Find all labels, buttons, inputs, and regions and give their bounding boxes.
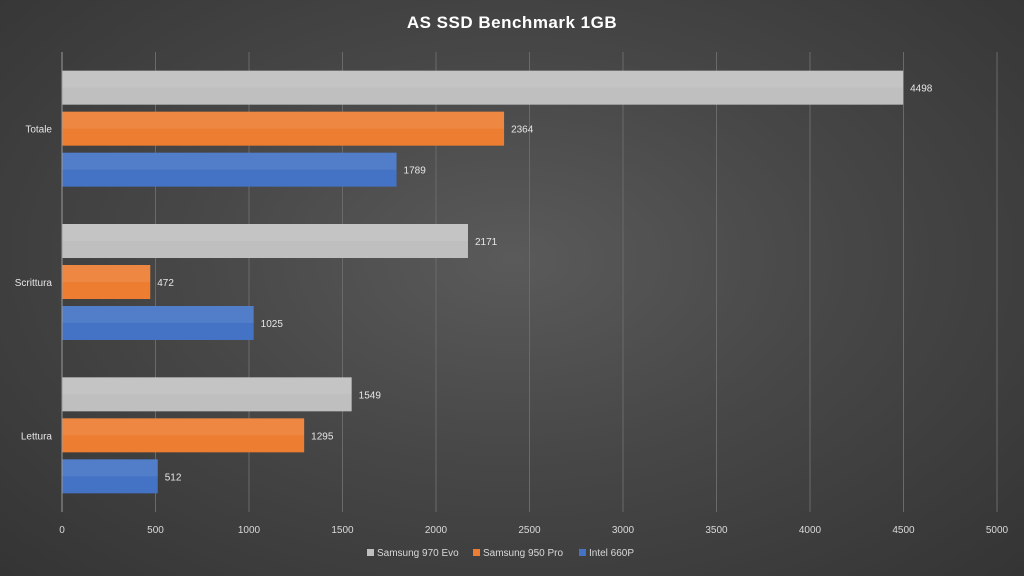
x-tick-label: 1000 xyxy=(238,525,261,536)
bar xyxy=(62,152,397,187)
bar-highlight xyxy=(62,377,352,395)
x-tick-label: 1500 xyxy=(331,525,354,536)
x-tick-label: 2500 xyxy=(518,525,541,536)
chart-title: AS SSD Benchmark 1GB xyxy=(407,13,617,32)
category-label: Lettura xyxy=(21,431,53,442)
data-label: 2171 xyxy=(475,237,498,248)
x-tick-label: 3000 xyxy=(612,525,635,536)
legend-swatch xyxy=(367,549,374,556)
bar-highlight xyxy=(62,111,505,129)
data-label: 1025 xyxy=(261,319,284,330)
bars xyxy=(62,70,904,494)
bar-highlight xyxy=(62,70,904,88)
legend-label: Samsung 970 Evo xyxy=(377,548,459,559)
data-label: 4498 xyxy=(910,84,933,95)
data-label: 512 xyxy=(165,472,182,483)
bar xyxy=(62,459,158,494)
bar xyxy=(62,377,352,412)
bar-highlight xyxy=(62,152,397,170)
bar xyxy=(62,306,254,340)
data-label: 472 xyxy=(157,278,174,289)
bar xyxy=(62,111,505,146)
legend-label: Samsung 950 Pro xyxy=(483,548,563,559)
bar-highlight xyxy=(62,459,158,477)
data-label: 1789 xyxy=(404,166,427,177)
legend-label: Intel 660P xyxy=(589,548,634,559)
x-tick-label: 4500 xyxy=(892,525,915,536)
bar xyxy=(62,418,305,453)
x-tick-label: 4000 xyxy=(799,525,822,536)
legend: Samsung 970 Evo Samsung 950 Pro Intel 660P xyxy=(367,548,634,559)
bar-highlight xyxy=(62,224,468,241)
data-label: 1295 xyxy=(311,431,334,442)
x-tick-label: 500 xyxy=(147,525,164,536)
x-tick-label: 3500 xyxy=(705,525,728,536)
bar xyxy=(62,224,468,258)
x-tick-label: 5000 xyxy=(986,525,1009,536)
bar-highlight xyxy=(62,306,254,323)
category-label: Scrittura xyxy=(15,278,53,289)
data-label: 1549 xyxy=(359,390,382,401)
bar-highlight xyxy=(62,265,151,282)
bar-highlight xyxy=(62,418,305,436)
category-label: Totale xyxy=(25,125,52,136)
x-tick-label: 2000 xyxy=(425,525,448,536)
x-tick-label: 0 xyxy=(59,525,65,536)
data-label: 2364 xyxy=(511,125,534,136)
axes: 0 500 1000 1500 2000 2500 3000 3500 4000 4500 5000… xyxy=(15,52,1009,536)
legend-swatch xyxy=(579,549,586,556)
legend-swatch xyxy=(473,549,480,556)
data-labels: 4498 2364 1789 2171 472 1025 1549 1295 512 xyxy=(157,84,933,484)
bar xyxy=(62,265,151,299)
bar xyxy=(62,70,904,105)
